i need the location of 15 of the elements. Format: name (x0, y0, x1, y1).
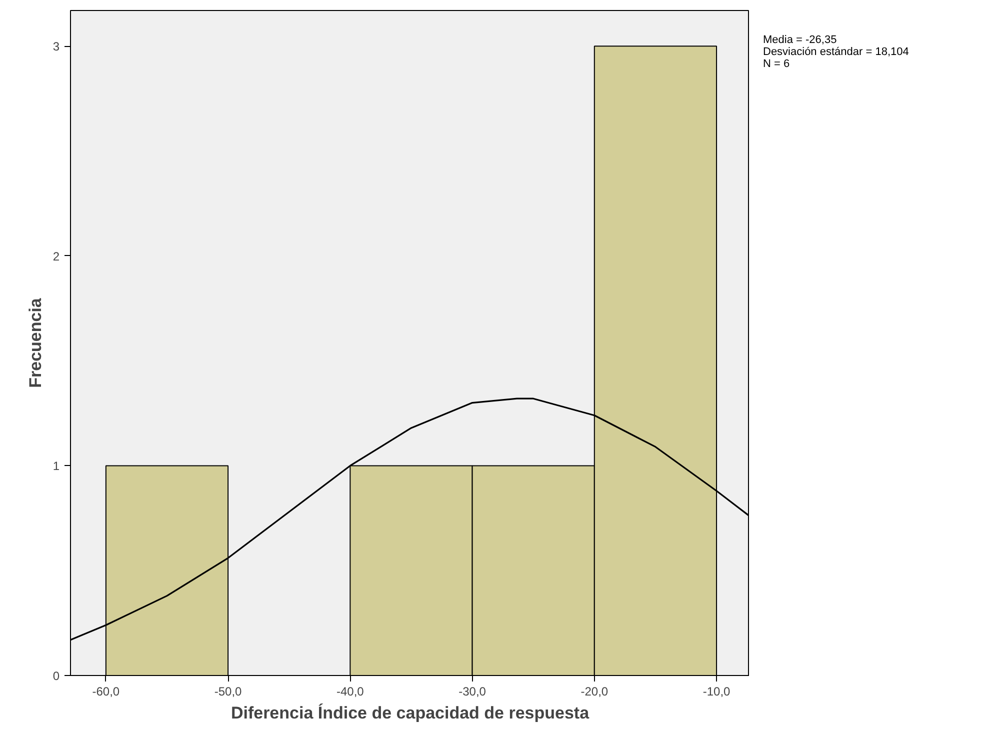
y-tick-label: 2 (52, 249, 60, 264)
x-tick-label: -30,0 (458, 684, 486, 698)
text: N = 6 (763, 58, 790, 70)
x-tick-label: -50,0 (214, 684, 242, 698)
text: Media = -26,35 (763, 34, 837, 46)
y-tick-label: 3 (52, 40, 60, 54)
x-tick-label: -60,0 (92, 684, 120, 698)
text: Desviación estándar = 18,104 (763, 46, 909, 58)
y-tick-label: 1 (52, 459, 60, 474)
x-tick-label: -10,0 (702, 684, 731, 698)
y-tick-label: 0 (52, 669, 60, 683)
y-axis-title: Frecuencia (26, 298, 45, 388)
x-tick-label: -20,0 (580, 684, 608, 698)
x-axis-title: Diferencia Índice de capacidad de respuesta (230, 702, 590, 722)
x-tick-label: -40,0 (336, 684, 364, 698)
